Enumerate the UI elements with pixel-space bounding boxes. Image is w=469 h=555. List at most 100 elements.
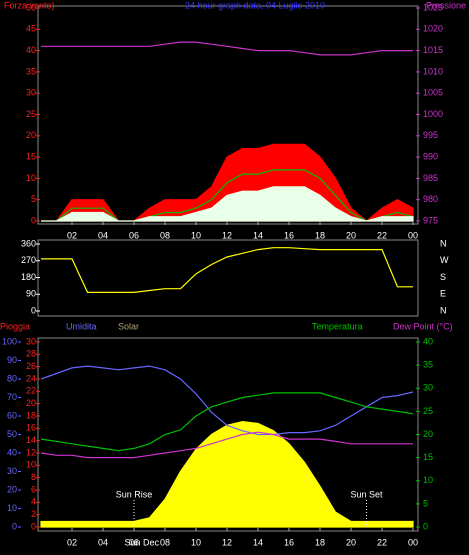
x-tick-label: 22 bbox=[377, 537, 387, 547]
y-tick-label: 4 bbox=[31, 497, 36, 507]
y-tick-label: 28 bbox=[26, 349, 36, 359]
y-tick-label: 30 bbox=[423, 383, 433, 393]
y-tick-label: 1000 bbox=[423, 109, 443, 119]
series-line bbox=[40, 365, 414, 436]
x-tick-label: 00 bbox=[408, 230, 418, 240]
y-tick-label: 1025 bbox=[423, 2, 443, 12]
y-tick-label: 40 bbox=[7, 447, 17, 457]
series-line bbox=[40, 431, 413, 459]
y-tick-label: 26 bbox=[26, 361, 36, 371]
x-tick-label: 12 bbox=[222, 230, 232, 240]
y-tick-label: 30 bbox=[26, 88, 36, 98]
direction-label: N bbox=[440, 238, 447, 248]
y-tick-label: 80 bbox=[7, 373, 17, 383]
y-tick-label: 10 bbox=[26, 173, 36, 183]
y-tick-label: 6 bbox=[31, 484, 36, 494]
series-line bbox=[41, 41, 413, 56]
series-line bbox=[41, 186, 414, 222]
y-tick-label: 1020 bbox=[423, 24, 443, 34]
y-tick-label: 0 bbox=[12, 521, 17, 531]
direction-label: E bbox=[440, 289, 446, 299]
x-tick-label: 16 bbox=[284, 230, 294, 240]
axis-label: Dew Point (°C) bbox=[393, 321, 453, 331]
y-tick-label: 30 bbox=[7, 466, 17, 476]
y-tick-label: 0 bbox=[31, 305, 36, 315]
x-tick-label: 22 bbox=[377, 230, 387, 240]
y-tick-label: 50 bbox=[26, 2, 36, 12]
y-tick-label: 35 bbox=[423, 360, 433, 370]
y-tick-label: 22 bbox=[26, 386, 36, 396]
x-tick-label: 10 bbox=[191, 230, 201, 240]
y-tick-label: 20 bbox=[26, 398, 36, 408]
direction-label: N bbox=[440, 305, 447, 315]
x-tick-label: 08 bbox=[160, 230, 170, 240]
y-tick-label: 10 bbox=[26, 460, 36, 470]
axis-label: Temperatura bbox=[312, 321, 363, 331]
x-tick-label: 14 bbox=[253, 230, 263, 240]
y-axis-label: Forza vento) bbox=[4, 0, 55, 10]
series-line bbox=[40, 420, 414, 528]
series-line bbox=[41, 169, 414, 222]
direction-label: W bbox=[440, 255, 449, 265]
x-tick-label: 08 bbox=[160, 537, 170, 547]
y-tick-label: 20 bbox=[423, 429, 433, 439]
axis-label: Umidita bbox=[66, 321, 97, 331]
axis-label: Pioggia bbox=[0, 321, 30, 331]
y-tick-label: 24 bbox=[26, 373, 36, 383]
y-tick-label: 35 bbox=[26, 66, 36, 76]
y-tick-label: 0 bbox=[423, 521, 428, 531]
x-tick-label: 06 bbox=[129, 230, 139, 240]
y-tick-label: 8 bbox=[31, 472, 36, 482]
y-tick-label: 5 bbox=[31, 194, 36, 204]
x-tick-label: 04 bbox=[98, 537, 108, 547]
series-line bbox=[40, 392, 414, 452]
x-tick-label: 14 bbox=[253, 537, 263, 547]
y-tick-label: 40 bbox=[423, 336, 433, 346]
y-tick-label: 0 bbox=[31, 521, 36, 531]
y-tick-label: 60 bbox=[7, 410, 17, 420]
y-tick-label: 2 bbox=[31, 509, 36, 519]
x-tick-label: 16 bbox=[284, 537, 294, 547]
y-tick-label: 30 bbox=[26, 336, 36, 346]
axis-note: Sun Dec bbox=[124, 537, 159, 547]
y-tick-label: 40 bbox=[26, 45, 36, 55]
y-tick-label: 995 bbox=[423, 130, 438, 140]
y-tick-label: 20 bbox=[7, 484, 17, 494]
x-tick-label: 02 bbox=[67, 537, 77, 547]
y-tick-label: 25 bbox=[423, 406, 433, 416]
y2-axis-label: Pressione bbox=[426, 0, 466, 10]
y-tick-label: 16 bbox=[26, 423, 36, 433]
x-tick-label: 02 bbox=[67, 230, 77, 240]
chart-title: 24 hour graph data, 04 Luglio 2010 bbox=[185, 0, 325, 10]
y-tick-label: 1010 bbox=[423, 66, 443, 76]
y-tick-label: 100 bbox=[2, 336, 17, 346]
direction-label: S bbox=[440, 272, 446, 282]
y-tick-label: 990 bbox=[423, 151, 438, 161]
y-tick-label: 90 bbox=[26, 289, 36, 299]
y-tick-label: 980 bbox=[423, 194, 438, 204]
y-tick-label: 10 bbox=[7, 503, 17, 513]
x-tick-label: 00 bbox=[408, 537, 418, 547]
x-tick-label: 20 bbox=[346, 230, 356, 240]
y-tick-label: 25 bbox=[26, 109, 36, 119]
y-tick-label: 1015 bbox=[423, 45, 443, 55]
x-tick-label: 12 bbox=[222, 537, 232, 547]
y-tick-label: 270 bbox=[21, 255, 36, 265]
axis-label: Solar bbox=[118, 321, 139, 331]
y-tick-label: 0 bbox=[31, 215, 36, 225]
y-tick-label: 14 bbox=[26, 435, 36, 445]
y-tick-label: 15 bbox=[26, 151, 36, 161]
x-tick-label: 06 bbox=[129, 537, 139, 547]
x-tick-label: 20 bbox=[346, 537, 356, 547]
y-tick-label: 70 bbox=[7, 392, 17, 402]
y-tick-label: 360 bbox=[21, 238, 36, 248]
y-tick-label: 90 bbox=[7, 355, 17, 365]
y-tick-label: 12 bbox=[26, 447, 36, 457]
sun-marker-label: Sun Rise bbox=[116, 489, 153, 499]
y-tick-label: 45 bbox=[26, 24, 36, 34]
y-tick-label: 985 bbox=[423, 173, 438, 183]
y-tick-label: 18 bbox=[26, 410, 36, 420]
x-tick-label: 04 bbox=[98, 230, 108, 240]
y-tick-label: 975 bbox=[423, 215, 438, 225]
